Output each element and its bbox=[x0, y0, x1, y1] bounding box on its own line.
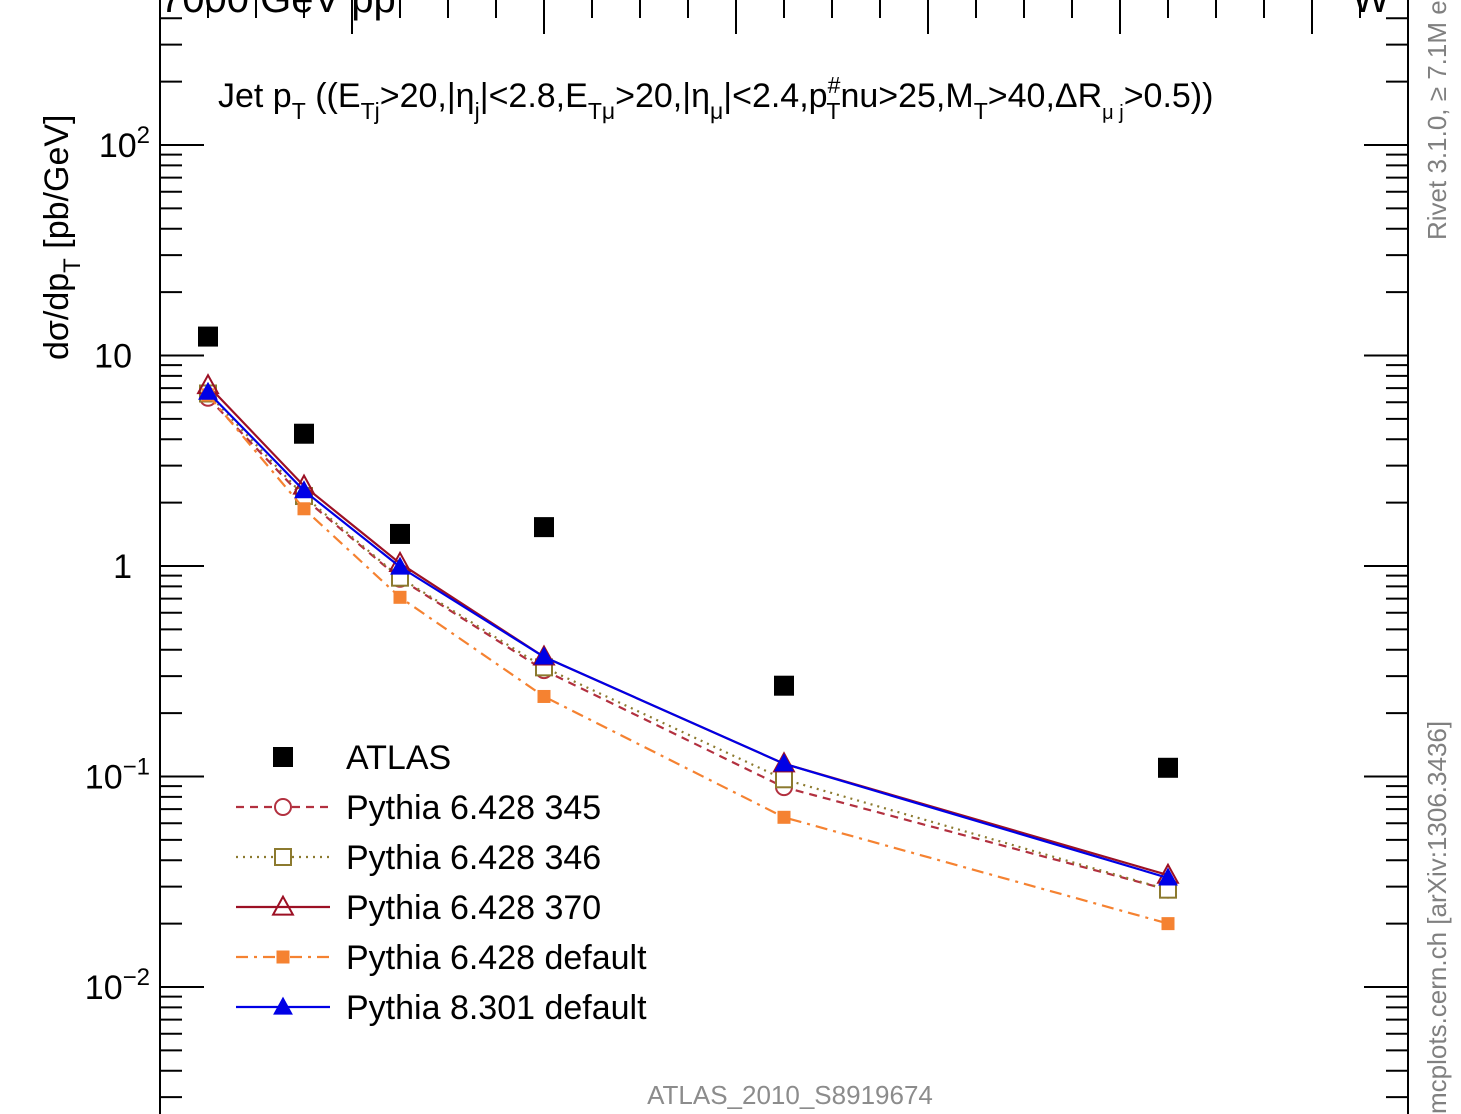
legend-label: Pythia 6.428 345 bbox=[346, 789, 601, 827]
legend-item: Pythia 6.428 default bbox=[236, 939, 647, 977]
plot-frame bbox=[159, 0, 1409, 1114]
legend-item: ATLAS bbox=[273, 739, 451, 777]
legend-label: Pythia 8.301 default bbox=[346, 989, 647, 1027]
y-tick-label: 10−1 bbox=[85, 754, 150, 797]
data-point bbox=[534, 517, 554, 538]
data-point bbox=[294, 423, 314, 444]
data-point bbox=[775, 770, 793, 789]
data-point bbox=[774, 753, 794, 772]
series-pythia-6-428-default bbox=[201, 388, 1175, 931]
data-point bbox=[198, 326, 218, 347]
legend-marker bbox=[274, 798, 292, 816]
legend-marker bbox=[274, 848, 292, 866]
header-process-label: W bbox=[1352, 0, 1390, 21]
data-point bbox=[537, 689, 551, 703]
data-point bbox=[774, 675, 794, 696]
data-point bbox=[198, 381, 218, 400]
data-point bbox=[777, 810, 791, 824]
series-pythia-8-301-default bbox=[198, 381, 1178, 886]
data-point bbox=[297, 502, 311, 516]
series-line bbox=[207, 392, 1169, 891]
header-energy-label: 7000 GeV pp bbox=[160, 0, 396, 21]
y-tick-label: 10−2 bbox=[85, 964, 150, 1007]
data-point bbox=[294, 480, 314, 499]
data-point bbox=[390, 556, 410, 575]
mcplots-reference-label: mcplots.cern.ch [arXiv:1306.3436] bbox=[1422, 721, 1452, 1114]
legend-item: Pythia 8.301 default bbox=[236, 989, 647, 1027]
y-tick-labels: 10−2 10−1 1 10 102 bbox=[85, 122, 150, 1007]
data-point bbox=[1158, 867, 1178, 886]
data-point bbox=[534, 646, 554, 665]
series-atlas bbox=[198, 326, 1178, 778]
legend-label: Pythia 6.428 346 bbox=[346, 839, 601, 877]
legend-item: Pythia 6.428 370 bbox=[236, 889, 601, 927]
series-line bbox=[207, 391, 1169, 879]
axis-ticks bbox=[159, 0, 1409, 1099]
legend-marker bbox=[271, 894, 295, 916]
series-line bbox=[207, 394, 1169, 925]
legend-label: ATLAS bbox=[346, 739, 451, 777]
data-point bbox=[393, 590, 407, 604]
legend-item: Pythia 6.428 346 bbox=[236, 839, 601, 877]
y-axis-label: dσ/dpT [pb/GeV] bbox=[38, 115, 86, 360]
y-tick-label: 10 bbox=[94, 338, 132, 376]
legend-marker bbox=[276, 950, 290, 964]
legend-item: Pythia 6.428 345 bbox=[236, 789, 601, 827]
data-point bbox=[1158, 757, 1178, 778]
y-tick-label: 102 bbox=[99, 122, 150, 165]
data-point bbox=[1161, 917, 1175, 931]
series-line bbox=[207, 396, 1169, 891]
data-point bbox=[390, 523, 410, 544]
analysis-id-label: ATLAS_2010_S8919674 bbox=[647, 1080, 933, 1110]
y-tick-label: 1 bbox=[113, 548, 132, 586]
legend: ATLAS Pythia 6.428 345 Pythia 6.428 346 Pyt… bbox=[236, 739, 647, 1027]
legend-label: Pythia 6.428 370 bbox=[346, 889, 601, 927]
plot-title: Jet pT ((ETj>20,|ηj|<2.8,ETμ>20,|ημ|<2.4… bbox=[218, 72, 1213, 124]
legend-label: Pythia 6.428 default bbox=[346, 939, 647, 977]
rivet-version-label: Rivet 3.1.0, ≥ 7.1M events bbox=[1422, 0, 1452, 240]
legend-marker bbox=[273, 996, 293, 1015]
legend-marker bbox=[273, 747, 293, 767]
series-layer bbox=[196, 326, 1180, 931]
